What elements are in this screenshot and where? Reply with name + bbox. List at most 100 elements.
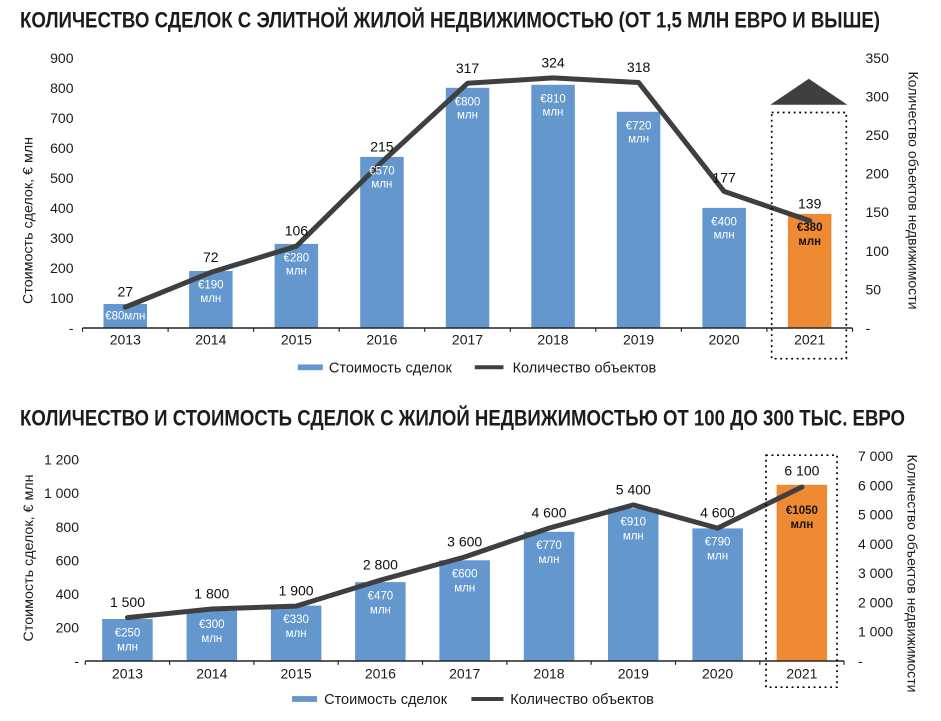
svg-text:€470: €470 — [368, 590, 394, 602]
svg-text:€400: €400 — [711, 217, 737, 229]
svg-text:млн: млн — [628, 134, 649, 146]
svg-text:млн: млн — [370, 604, 391, 616]
svg-text:2019: 2019 — [623, 332, 654, 348]
svg-text:317: 317 — [456, 60, 480, 76]
svg-text:2018: 2018 — [537, 332, 568, 348]
svg-text:700: 700 — [50, 110, 74, 126]
svg-text:млн: млн — [117, 641, 138, 653]
svg-text:млн: млн — [798, 236, 821, 248]
svg-text:млн: млн — [707, 551, 728, 563]
svg-text:4 600: 4 600 — [700, 505, 735, 521]
svg-text:КОЛИЧЕСТВО И СТОИМОСТЬ СДЕЛОК: КОЛИЧЕСТВО И СТОИМОСТЬ СДЕЛОК С ЖИЛОЙ НЕ… — [20, 406, 905, 431]
svg-text:324: 324 — [541, 54, 565, 70]
svg-text:€1050: €1050 — [786, 505, 818, 517]
svg-text:млн: млн — [543, 107, 564, 119]
svg-text:2013: 2013 — [112, 665, 143, 681]
svg-text:€280: €280 — [284, 253, 310, 265]
svg-text:318: 318 — [627, 59, 651, 75]
svg-text:2016: 2016 — [365, 665, 396, 681]
svg-text:150: 150 — [866, 204, 890, 220]
svg-text:€790: €790 — [705, 537, 731, 549]
svg-text:27: 27 — [118, 284, 134, 300]
svg-text:млн: млн — [286, 628, 307, 640]
svg-text:млн: млн — [201, 633, 222, 645]
svg-text:1 200: 1 200 — [44, 452, 79, 468]
svg-text:1 000: 1 000 — [44, 485, 79, 501]
svg-text:7 000: 7 000 — [858, 448, 893, 464]
svg-text:-: - — [74, 653, 79, 669]
svg-text:млн: млн — [623, 531, 644, 543]
svg-text:Стоимость сделок, € млн: Стоимость сделок, € млн — [21, 137, 36, 304]
svg-text:Количество объектов: Количество объектов — [513, 361, 657, 377]
svg-text:€770: €770 — [536, 540, 562, 552]
svg-text:Стоимость сделок: Стоимость сделок — [324, 692, 448, 708]
svg-text:-: - — [866, 320, 871, 336]
svg-text:€300: €300 — [199, 619, 225, 631]
svg-text:€810: €810 — [540, 93, 566, 105]
svg-text:Стоимость сделок, € млн: Стоимость сделок, € млн — [21, 475, 36, 642]
svg-text:139: 139 — [798, 195, 822, 211]
svg-text:100: 100 — [50, 290, 74, 306]
svg-text:200: 200 — [56, 619, 80, 635]
svg-text:€250: €250 — [115, 627, 141, 639]
svg-text:900: 900 — [50, 50, 74, 66]
svg-text:€910: €910 — [621, 517, 647, 529]
svg-text:6 100: 6 100 — [784, 463, 819, 479]
svg-text:3 600: 3 600 — [447, 534, 482, 550]
svg-text:1 900: 1 900 — [279, 583, 314, 599]
svg-text:2017: 2017 — [452, 332, 483, 348]
svg-text:50: 50 — [866, 281, 882, 297]
svg-text:5 000: 5 000 — [858, 507, 893, 523]
svg-text:2016: 2016 — [366, 332, 397, 348]
svg-text:800: 800 — [56, 519, 80, 535]
svg-text:млн: млн — [200, 293, 221, 305]
svg-text:€80млн: €80млн — [105, 311, 145, 323]
svg-text:350: 350 — [866, 50, 890, 66]
svg-text:млн: млн — [371, 179, 392, 191]
svg-text:2017: 2017 — [449, 665, 480, 681]
svg-text:-: - — [69, 320, 74, 336]
svg-text:€190: €190 — [198, 280, 224, 292]
svg-text:2014: 2014 — [196, 665, 227, 681]
svg-text:300: 300 — [50, 230, 74, 246]
svg-text:1 800: 1 800 — [194, 586, 229, 602]
svg-text:€600: €600 — [452, 569, 478, 581]
svg-text:КОЛИЧЕСТВО СДЕЛОК С ЭЛИТНОЙ ЖИ: КОЛИЧЕСТВО СДЕЛОК С ЭЛИТНОЙ ЖИЛОЙ НЕДВИЖ… — [20, 8, 880, 33]
svg-text:200: 200 — [866, 166, 890, 182]
svg-text:500: 500 — [50, 170, 74, 186]
svg-text:2021: 2021 — [786, 665, 817, 681]
svg-text:€720: €720 — [626, 120, 652, 132]
svg-text:2020: 2020 — [709, 332, 740, 348]
svg-text:1 500: 1 500 — [110, 594, 145, 610]
svg-text:300: 300 — [866, 88, 890, 104]
svg-text:2 800: 2 800 — [363, 557, 398, 573]
svg-text:€330: €330 — [283, 614, 309, 626]
svg-text:5 400: 5 400 — [616, 481, 651, 497]
svg-text:2020: 2020 — [702, 665, 733, 681]
svg-text:200: 200 — [50, 260, 74, 276]
svg-text:400: 400 — [56, 586, 80, 602]
svg-text:млн: млн — [457, 110, 478, 122]
svg-text:400: 400 — [50, 200, 74, 216]
svg-text:600: 600 — [50, 140, 74, 156]
svg-text:600: 600 — [56, 552, 80, 568]
svg-text:млн: млн — [454, 583, 475, 595]
svg-text:млн: млн — [539, 554, 560, 566]
svg-text:€570: €570 — [369, 166, 395, 178]
svg-text:215: 215 — [370, 139, 394, 155]
svg-text:млн: млн — [714, 230, 735, 242]
svg-text:250: 250 — [866, 127, 890, 143]
svg-text:6 000: 6 000 — [858, 477, 893, 493]
svg-text:2 000: 2 000 — [858, 595, 893, 611]
svg-text:106: 106 — [285, 223, 309, 239]
svg-text:2015: 2015 — [281, 665, 312, 681]
svg-text:2014: 2014 — [195, 332, 226, 348]
svg-text:100: 100 — [866, 243, 890, 259]
svg-text:4 000: 4 000 — [858, 536, 893, 552]
svg-text:2015: 2015 — [281, 332, 312, 348]
svg-text:177: 177 — [712, 170, 736, 186]
svg-text:млн: млн — [286, 266, 307, 278]
svg-text:млн: млн — [791, 519, 814, 531]
svg-text:72: 72 — [203, 249, 219, 265]
svg-text:Количество объектов недвижимос: Количество объектов недвижимости — [905, 455, 920, 693]
